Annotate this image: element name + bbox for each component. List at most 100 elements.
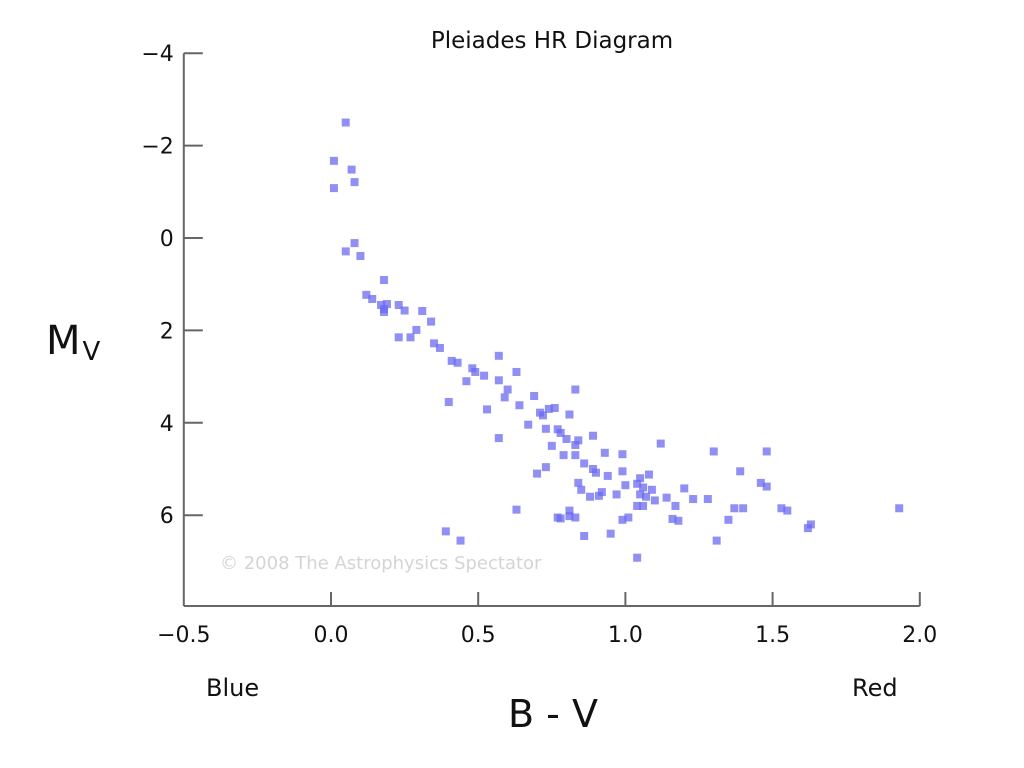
- data-point: [329, 184, 338, 193]
- data-point: [895, 504, 904, 513]
- axes: −4 −2 0 2 4 6 −0.5 0.0 0.5 1.0 1.5 2.0: [141, 42, 937, 648]
- data-point: [394, 300, 403, 309]
- x-tick-label: 1.0: [608, 623, 643, 648]
- data-point: [736, 467, 745, 476]
- data-point: [777, 504, 786, 513]
- red-end-label: Red: [852, 674, 898, 702]
- x-tick-label: 2.0: [902, 623, 937, 648]
- y-tick-label: 2: [160, 319, 174, 344]
- data-point: [600, 448, 609, 457]
- data-point: [633, 479, 642, 488]
- data-point: [586, 492, 595, 501]
- data-points: [329, 118, 904, 562]
- y-tick-label: 0: [160, 227, 174, 252]
- data-point: [512, 505, 521, 514]
- data-point: [606, 529, 615, 538]
- data-point: [662, 493, 671, 502]
- data-point: [362, 290, 371, 299]
- data-point: [553, 513, 562, 522]
- data-point: [471, 367, 480, 376]
- data-point: [571, 385, 580, 394]
- data-point: [647, 485, 656, 494]
- data-point: [574, 478, 583, 487]
- data-point: [480, 371, 489, 380]
- data-point: [447, 356, 456, 365]
- blue-end-label: Blue: [206, 674, 260, 702]
- data-point: [329, 156, 338, 165]
- data-point: [503, 385, 512, 394]
- data-point: [577, 485, 586, 494]
- data-point: [382, 300, 391, 309]
- y-tick-label: 6: [160, 504, 174, 529]
- x-tick-label: 0.5: [461, 623, 496, 648]
- data-point: [350, 178, 359, 187]
- data-point: [724, 515, 733, 524]
- data-point: [341, 247, 350, 256]
- data-point: [712, 536, 721, 545]
- data-point: [341, 118, 350, 127]
- data-point: [562, 434, 571, 443]
- data-point: [571, 440, 580, 449]
- data-point: [556, 428, 565, 437]
- data-point: [756, 478, 765, 487]
- data-point: [377, 300, 386, 309]
- x-axis-label: B - V: [508, 692, 598, 736]
- y-tick-label: −2: [141, 135, 173, 160]
- data-point: [783, 506, 792, 515]
- data-point: [530, 392, 539, 401]
- data-point: [612, 490, 621, 499]
- data-point: [689, 495, 698, 504]
- data-point: [703, 495, 712, 504]
- data-point: [400, 306, 409, 315]
- data-point: [618, 450, 627, 459]
- data-point: [674, 516, 683, 525]
- data-point: [541, 463, 550, 472]
- y-tick-label: −4: [141, 42, 173, 67]
- data-point: [435, 343, 444, 352]
- data-point: [483, 405, 492, 414]
- chart-title: Pleiades HR Diagram: [430, 28, 674, 54]
- data-point: [589, 431, 598, 440]
- data-point: [559, 451, 568, 460]
- data-point: [550, 404, 559, 413]
- data-point: [580, 531, 589, 540]
- data-point: [603, 471, 612, 480]
- y-axis-label-main: M: [46, 318, 81, 364]
- data-point: [427, 317, 436, 326]
- data-point: [591, 468, 600, 477]
- data-point: [594, 491, 603, 500]
- data-point: [580, 459, 589, 468]
- data-point: [762, 447, 771, 456]
- data-point: [462, 377, 471, 386]
- y-tick-label: 4: [160, 412, 174, 437]
- data-point: [538, 411, 547, 420]
- data-point: [544, 404, 553, 413]
- data-point: [636, 490, 645, 499]
- data-point: [347, 165, 356, 174]
- data-point: [624, 513, 633, 522]
- data-point: [621, 481, 630, 490]
- y-axis-label: MV: [46, 318, 100, 367]
- data-point: [571, 451, 580, 460]
- data-point: [379, 276, 388, 285]
- data-point: [671, 501, 680, 510]
- data-point: [444, 398, 453, 407]
- data-point: [406, 333, 415, 342]
- data-point: [418, 306, 427, 315]
- data-point: [350, 239, 359, 248]
- data-point: [453, 358, 462, 367]
- x-tick-label: 0.0: [314, 623, 349, 648]
- data-point: [565, 506, 574, 515]
- data-point: [739, 504, 748, 513]
- data-point: [618, 467, 627, 476]
- data-point: [680, 484, 689, 493]
- data-point: [618, 515, 627, 524]
- data-point: [565, 512, 574, 521]
- data-point: [571, 513, 580, 522]
- x-tick-label: 1.5: [755, 623, 790, 648]
- data-point: [379, 307, 388, 316]
- data-point: [456, 536, 465, 545]
- data-point: [633, 553, 642, 562]
- watermark: © 2008 The Astrophysics Spectator: [220, 553, 542, 574]
